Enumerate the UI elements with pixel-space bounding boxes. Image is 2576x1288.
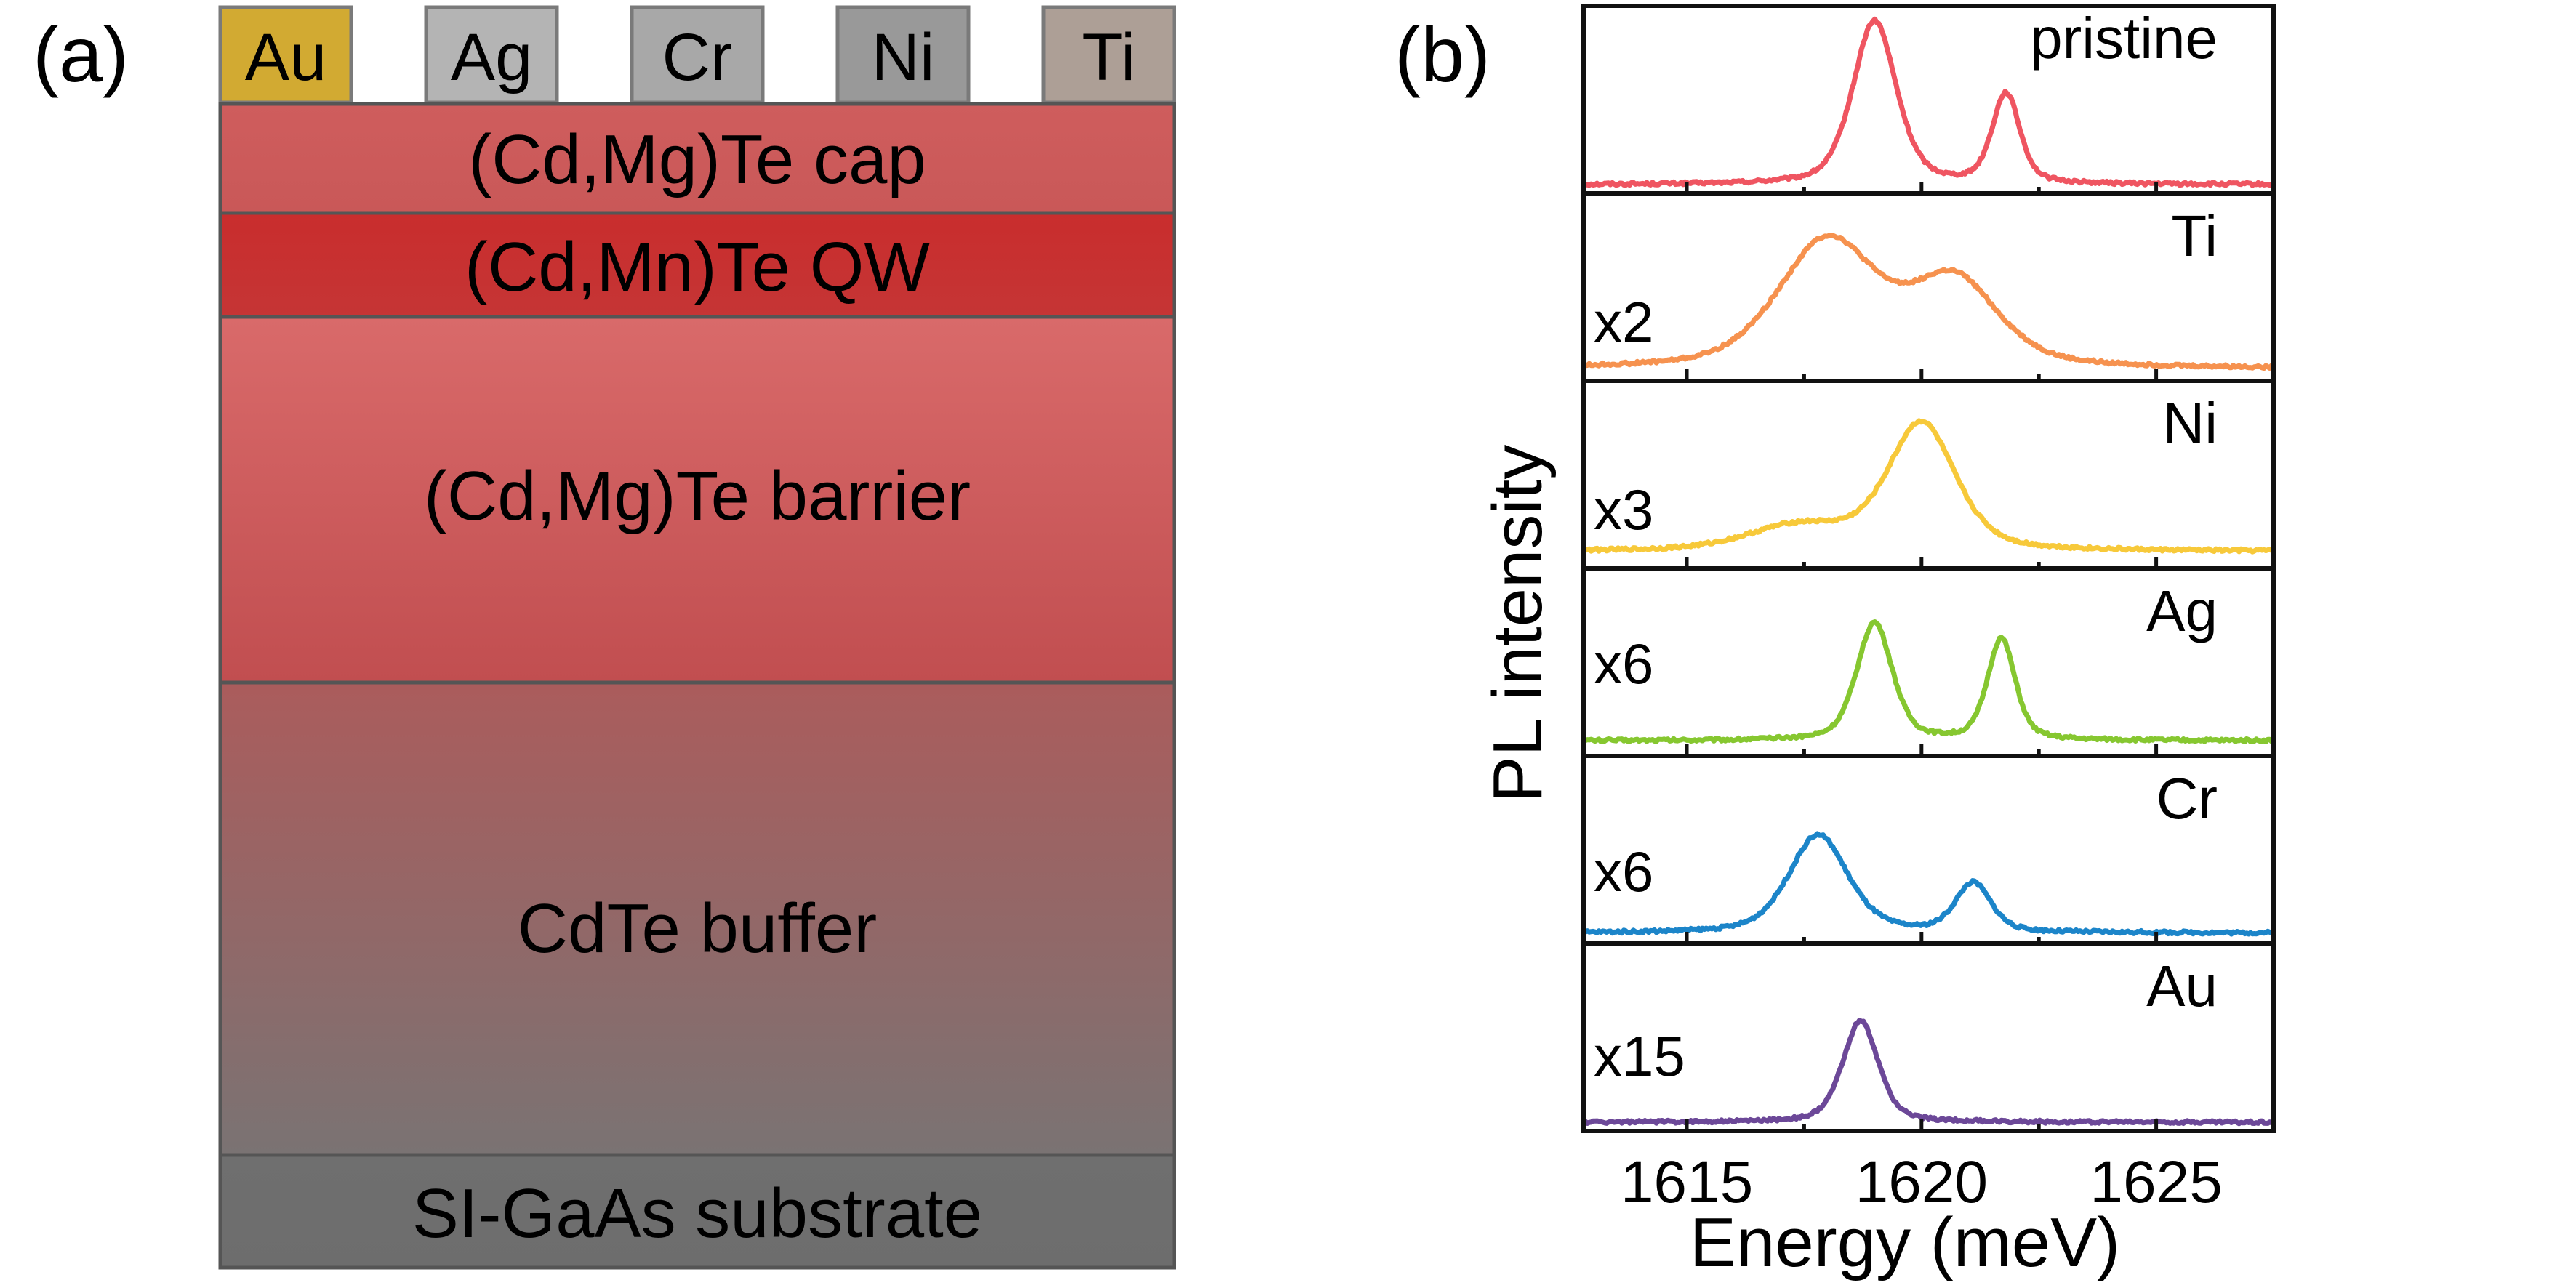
subplot-frame-au [1581,941,2276,1133]
metal-pad-au [218,5,353,105]
spectrum-trace-pristine [1583,16,2275,188]
metal-contacts: Au Ag Cr Ni Ti [218,5,1176,105]
metal-contact-ti: Ti [1041,5,1176,105]
metal-pad-ni [835,5,971,105]
multiplier-ag: x6 [1594,632,1653,696]
x-tick-label-1625: 1625 [2090,1149,2222,1215]
spectra-traces [1581,16,2276,1127]
trace-labels: pristine Ti Ni Ag Cr Au [2030,6,2218,1018]
spectrum-trace-ni [1582,418,2275,555]
layer-buffer: CdTe buffer [218,680,1176,1157]
layer-barrier: (Cd,Mg)Te barrier [218,315,1176,685]
layer-substrate-rect [218,1153,1176,1270]
metal-label-ag: Ag [451,20,533,94]
multiplier-au: x15 [1594,1024,1685,1088]
metal-label-ti: Ti [1082,20,1135,94]
x-axis-ticks: 1615 1620 1625 [1621,182,2223,1215]
layer-barrier-label: (Cd,Mg)Te barrier [424,457,971,535]
trace-label-au: Au [2146,954,2218,1018]
multiplier-ni: x3 [1594,478,1653,542]
multiplier-cr: x6 [1594,840,1653,903]
layer-qw-label: (Cd,Mn)Te QW [465,228,930,306]
metal-pad-ag [424,5,559,105]
layer-stack: (Cd,Mg)Te cap (Cd,Mn)Te QW (Cd,Mg)Te bar… [218,102,1176,1270]
layer-buffer-label: CdTe buffer [518,890,878,967]
subplot-frames [1581,4,2276,1133]
layer-qw: (Cd,Mn)Te QW [218,211,1176,319]
layer-substrate-label: SI-GaAs substrate [412,1175,982,1252]
trace-label-pristine: pristine [2030,6,2218,71]
layer-cap-rect [218,102,1176,215]
spectrum-trace-au [1583,1018,2274,1127]
trace-label-ag: Ag [2146,579,2218,643]
panel-b-label: (b) [1395,10,1490,98]
panel-a: (a) Au Ag Cr Ni Ti [33,5,1176,1270]
metal-label-cr: Cr [662,20,732,94]
metal-label-ni: Ni [872,20,935,94]
spectrum-trace-ti [1583,233,2276,371]
layer-cap: (Cd,Mg)Te cap [218,102,1176,215]
spectrum-trace-ag [1581,619,2276,744]
multiplier-ti: x2 [1594,290,1653,354]
layer-substrate: SI-GaAs substrate [218,1153,1176,1270]
metal-contact-ni: Ni [835,5,971,105]
layer-cap-label: (Cd,Mg)Te cap [468,121,926,198]
spectrum-trace-cr [1582,831,2276,937]
subplot-frame-ti [1581,191,2276,383]
trace-label-ti: Ti [2171,204,2218,268]
trace-label-ni: Ni [2162,391,2218,456]
panel-a-label: (a) [33,10,129,98]
x-tick-label-1620: 1620 [1855,1149,1988,1215]
metal-contact-au: Au [218,5,353,105]
layer-barrier-rect [218,315,1176,685]
x-tick-label-1615: 1615 [1621,1149,1753,1215]
y-axis-title: PL intensity [1479,445,1557,803]
panel-b: (b) PL intensity Energy (meV) 1615 1620 16… [1395,4,2276,1281]
metal-contact-cr: Cr [630,5,765,105]
trace-label-cr: Cr [2156,766,2218,831]
x-axis-title: Energy (meV) [1690,1204,2120,1281]
metal-contact-ag: Ag [424,5,559,105]
metal-label-au: Au [245,20,327,94]
multiplier-labels: x2 x3 x6 x6 x15 [1594,290,1685,1088]
